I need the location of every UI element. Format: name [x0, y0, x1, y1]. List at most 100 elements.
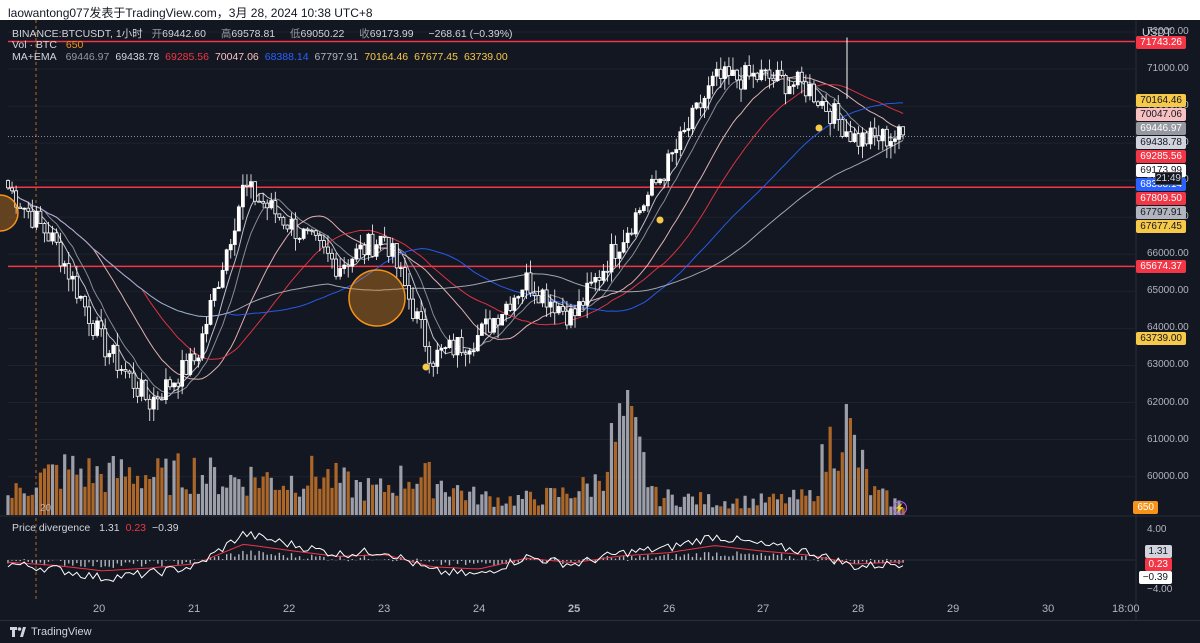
candle-body	[471, 350, 476, 353]
volume-bar	[10, 497, 14, 515]
candle-body	[382, 235, 387, 238]
candle-body	[483, 318, 488, 325]
brand-name: TradingView	[31, 626, 92, 638]
volume-bar	[30, 494, 34, 515]
volume-bar	[50, 464, 55, 515]
price-candles	[6, 37, 905, 422]
time-tick: 18:00	[1112, 603, 1140, 615]
candle-body	[816, 101, 820, 106]
ma-label[interactable]: MA+EMA	[12, 51, 57, 63]
volume-bar	[208, 457, 213, 515]
candle-body	[512, 297, 517, 311]
volume-bar	[524, 490, 528, 515]
candle-body	[609, 243, 614, 273]
candle-body	[674, 149, 679, 154]
price-tick: 61000.00	[1147, 433, 1189, 445]
volume-bar	[589, 496, 593, 515]
volume-bar	[840, 452, 844, 515]
candle-body	[151, 396, 156, 410]
volume-bar	[476, 504, 480, 515]
volume-bar	[38, 472, 42, 515]
candle-body	[83, 295, 87, 308]
candle-body	[431, 362, 436, 367]
volume-bar	[682, 496, 686, 515]
candle-body	[646, 194, 650, 207]
candle-body	[70, 275, 75, 280]
candle-body	[488, 318, 492, 333]
volume-bar	[557, 497, 561, 515]
volume-bar	[127, 467, 132, 515]
candle-body	[791, 84, 796, 87]
candle-body	[613, 243, 618, 259]
volume-bar	[354, 479, 358, 515]
volume-bar	[528, 491, 533, 515]
lightning-icon[interactable]: ⚡	[893, 501, 907, 515]
candle-body	[131, 372, 136, 389]
candle-body	[107, 353, 112, 358]
price-tick: 65000.00	[1147, 285, 1189, 297]
volume-bar	[111, 455, 115, 515]
candle-body	[901, 126, 905, 136]
volume-bar	[658, 506, 662, 515]
candle-body	[629, 232, 634, 235]
price-tick: 71000.00	[1147, 63, 1189, 75]
volume-bar	[431, 498, 435, 515]
candle-body	[799, 71, 804, 83]
candle-body	[317, 234, 322, 241]
volume-bar	[184, 489, 188, 515]
volume-bar	[536, 505, 541, 515]
volume-bar	[739, 508, 743, 515]
candle-body	[666, 153, 671, 181]
volume-bar	[472, 486, 476, 515]
candle-body	[10, 187, 14, 192]
candle-body	[66, 263, 71, 280]
oscillator-value: 0.23	[125, 522, 147, 534]
volume-bar	[771, 493, 776, 515]
volume-bar	[686, 493, 690, 515]
time-tick: 29	[947, 603, 960, 615]
price-badge: 67797.91	[1136, 206, 1186, 219]
candle-body	[232, 230, 237, 245]
candle-body	[184, 360, 189, 375]
oscillator-label[interactable]: Price divergence	[12, 522, 91, 534]
volume-bar	[136, 475, 140, 515]
volume-bar	[152, 477, 156, 515]
tradingview-logo[interactable]: TradingView	[10, 626, 92, 638]
ma-line	[7, 75, 904, 380]
volume-bar	[253, 477, 257, 515]
volume-bar	[707, 494, 711, 515]
ma-legend: MA+EMA 69446.97 69438.78 69285.56 70047.06 6…	[12, 51, 514, 63]
volume-bar	[719, 506, 723, 515]
candle-body	[46, 232, 51, 242]
volume-bar	[249, 466, 253, 515]
candle-body	[751, 72, 756, 77]
tradingview-icon	[10, 627, 26, 637]
volume-bar	[751, 498, 755, 515]
highlight-circle	[0, 194, 19, 232]
candle-body	[135, 387, 140, 397]
volume-bar	[451, 488, 456, 515]
candle-body	[281, 216, 286, 226]
volume-bar	[650, 485, 654, 515]
volume-bar	[298, 496, 302, 515]
volume-bar	[427, 461, 431, 515]
time-tick: 21	[188, 603, 201, 615]
volume-bar	[889, 506, 893, 515]
volume-bar	[577, 491, 581, 515]
price-badge: 69446.97	[1136, 122, 1186, 135]
candle-body	[111, 344, 116, 354]
volume-bar	[79, 468, 83, 515]
candle-body	[552, 301, 557, 314]
candle-body	[783, 74, 788, 95]
time-tick: 30	[1042, 603, 1055, 615]
volume-label[interactable]: Vol · BTC	[12, 39, 57, 51]
ma-value: 68388.14	[264, 51, 309, 63]
candle-body	[390, 243, 395, 257]
footer-bar: TradingView	[0, 620, 1200, 643]
candle-body	[358, 244, 363, 250]
candle-body	[658, 178, 662, 184]
volume-bar	[484, 491, 488, 515]
symbol-name[interactable]: BINANCE:BTCUSDT, 1小时	[12, 28, 143, 40]
volume-bar	[6, 495, 10, 515]
